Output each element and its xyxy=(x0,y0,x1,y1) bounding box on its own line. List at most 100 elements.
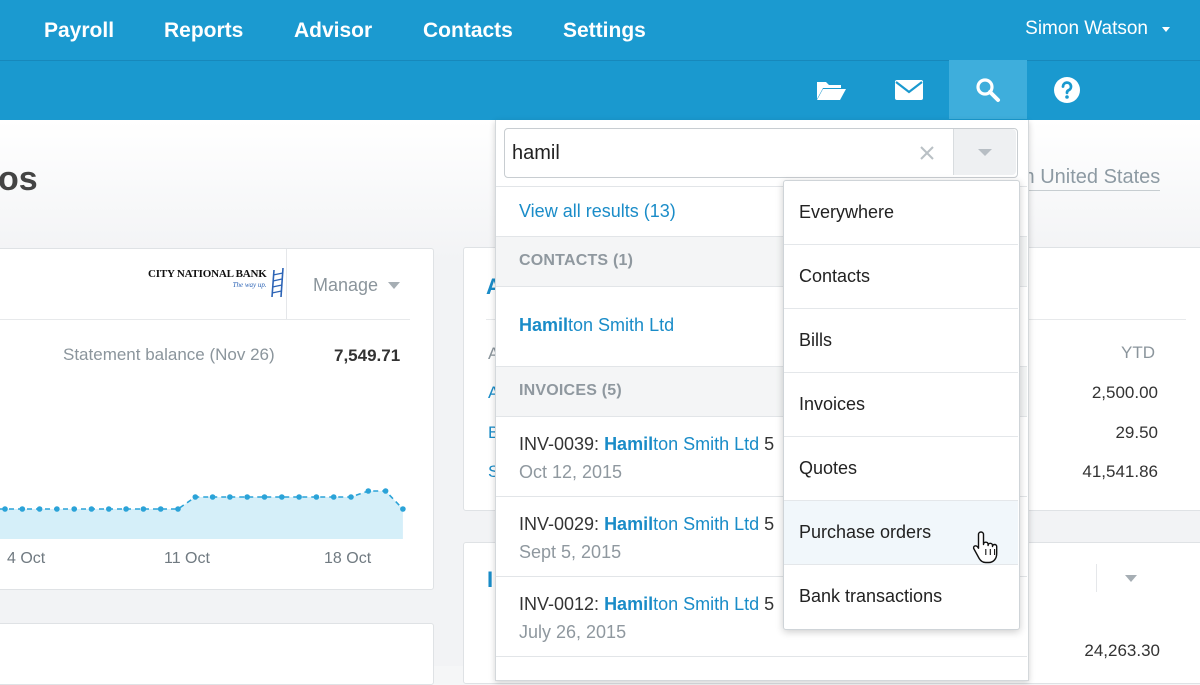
chart-point xyxy=(106,506,112,512)
divider xyxy=(1096,564,1097,592)
scope-invoices[interactable] xyxy=(784,373,1018,437)
divider xyxy=(496,286,1027,287)
ladder-icon xyxy=(270,268,284,298)
chart-point xyxy=(140,506,147,512)
secondary-panel-title[interactable]: I xyxy=(487,567,494,592)
hand-cursor-icon xyxy=(972,531,998,564)
nav-contacts[interactable]: Contacts xyxy=(423,19,513,42)
manage-divider xyxy=(286,249,287,319)
scope-item-label: Invoices xyxy=(799,394,866,414)
account-name-link[interactable]: A xyxy=(488,383,500,402)
manage-dropdown[interactable]: Manage xyxy=(313,275,401,296)
invoice-result-title: INV-0012: Hamilton Smith Ltd 5 xyxy=(519,594,775,614)
chart-x-label: 4 Oct xyxy=(7,550,46,567)
chart-point xyxy=(313,494,320,500)
chart-point xyxy=(296,494,302,500)
scope-item-label: Quotes xyxy=(799,458,858,478)
chart-x-label: 11 Oct xyxy=(164,550,210,567)
ytd-column-header: YTD xyxy=(1121,343,1155,362)
statement-balance-label: Statement balance (Nov 26) xyxy=(63,345,275,364)
page-title: os xyxy=(0,160,38,198)
manage-label: Manage xyxy=(313,275,379,295)
scope-item-label: Bills xyxy=(799,330,833,350)
chart-point xyxy=(157,506,164,512)
chart-point xyxy=(365,488,372,494)
bank-logo-text: CITY NATIONAL BANK xyxy=(148,268,267,280)
chart-point xyxy=(88,506,95,512)
files-button[interactable] xyxy=(792,60,870,119)
divider xyxy=(496,656,1027,657)
scope-quotes[interactable] xyxy=(784,437,1018,501)
secondary-panel-value: 24,263.30 xyxy=(1084,641,1160,660)
chart-point xyxy=(71,506,77,512)
divider xyxy=(496,236,1027,237)
invoice-result-date: Oct 12, 2015 xyxy=(519,462,623,482)
search-button[interactable] xyxy=(949,60,1027,119)
bank-logo-tagline: The way up. xyxy=(232,281,267,289)
nav-settings[interactable]: Settings xyxy=(563,19,646,42)
contact-result[interactable]: Hamilton Smith Ltd xyxy=(519,315,674,336)
mail-icon xyxy=(895,79,923,100)
close-icon xyxy=(920,146,934,160)
scope-item-label: Contacts xyxy=(799,266,871,286)
organisation-link[interactable]: m United States xyxy=(1018,166,1161,191)
account-name-link[interactable]: S xyxy=(488,462,500,481)
account-name-link[interactable]: B xyxy=(488,423,500,442)
chart-point xyxy=(244,494,250,500)
chart-x-label: 18 Oct xyxy=(324,550,372,567)
bank-logo: CITY NATIONAL BANK The way up. xyxy=(148,268,285,298)
nav-payroll[interactable]: Payroll xyxy=(44,19,115,42)
invoice-result-title: INV-0039: Hamilton Smith Ltd 5 xyxy=(519,434,775,454)
scope-item-label: Purchase orders xyxy=(799,522,932,542)
chevron-down-icon[interactable] xyxy=(1125,575,1137,582)
search-input[interactable] xyxy=(512,136,907,170)
user-menu[interactable]: Simon Watson xyxy=(1025,18,1170,40)
help-button[interactable] xyxy=(1028,60,1106,119)
chart-point xyxy=(123,506,129,512)
chevron-down-icon xyxy=(1162,26,1170,32)
search-icon xyxy=(976,77,1000,102)
clear-search-button[interactable] xyxy=(913,139,941,167)
contact-name-rest: ton Smith Ltd xyxy=(568,315,675,335)
messages-button[interactable] xyxy=(870,60,948,119)
account-column-header: A xyxy=(488,344,500,363)
chart-point xyxy=(175,506,181,512)
chart-point xyxy=(54,506,60,512)
chart-point xyxy=(19,506,26,512)
chart-point xyxy=(36,506,43,512)
scope-contacts[interactable] xyxy=(784,245,1018,309)
invoices-section-label: INVOICES (5) xyxy=(519,382,622,399)
scope-bills[interactable] xyxy=(784,309,1018,373)
divider xyxy=(496,496,1027,497)
scope-item-label: Everywhere xyxy=(799,202,895,222)
invoice-result-date: Sept 5, 2015 xyxy=(519,542,622,562)
divider xyxy=(496,186,1027,187)
nav-advisor[interactable]: Advisor xyxy=(294,19,373,42)
chart-point xyxy=(227,494,233,500)
balance-chart xyxy=(0,488,406,539)
ytd-value: 2,500.00 xyxy=(1091,383,1158,402)
invoice-result-date: July 26, 2015 xyxy=(519,622,627,642)
top-bar xyxy=(0,0,1200,60)
invoice-result-title: INV-0029: Hamilton Smith Ltd 5 xyxy=(519,514,775,534)
chart-area xyxy=(0,491,403,539)
scope-everywhere[interactable] xyxy=(784,181,1018,245)
chevron-down-icon xyxy=(978,148,992,156)
chevron-down-icon xyxy=(388,282,401,289)
statement-balance-value: 7,549.71 xyxy=(334,346,401,365)
nav-reports[interactable]: Reports xyxy=(164,19,244,42)
bank-account-panel-secondary xyxy=(0,623,434,685)
chart-point xyxy=(330,494,337,500)
ytd-value: 29.50 xyxy=(1115,423,1158,442)
view-all-results-link[interactable]: View all results (13) xyxy=(519,201,676,221)
contacts-section-label: CONTACTS (1) xyxy=(519,252,634,269)
search-scope-toggle[interactable] xyxy=(953,129,1016,175)
chart-point xyxy=(382,488,389,494)
chart-point xyxy=(2,506,8,512)
chart-point xyxy=(279,494,285,500)
help-icon xyxy=(1054,76,1080,103)
chart-point xyxy=(192,494,199,500)
divider xyxy=(496,366,1027,367)
chart-point xyxy=(209,494,216,500)
folder-icon xyxy=(817,81,846,100)
